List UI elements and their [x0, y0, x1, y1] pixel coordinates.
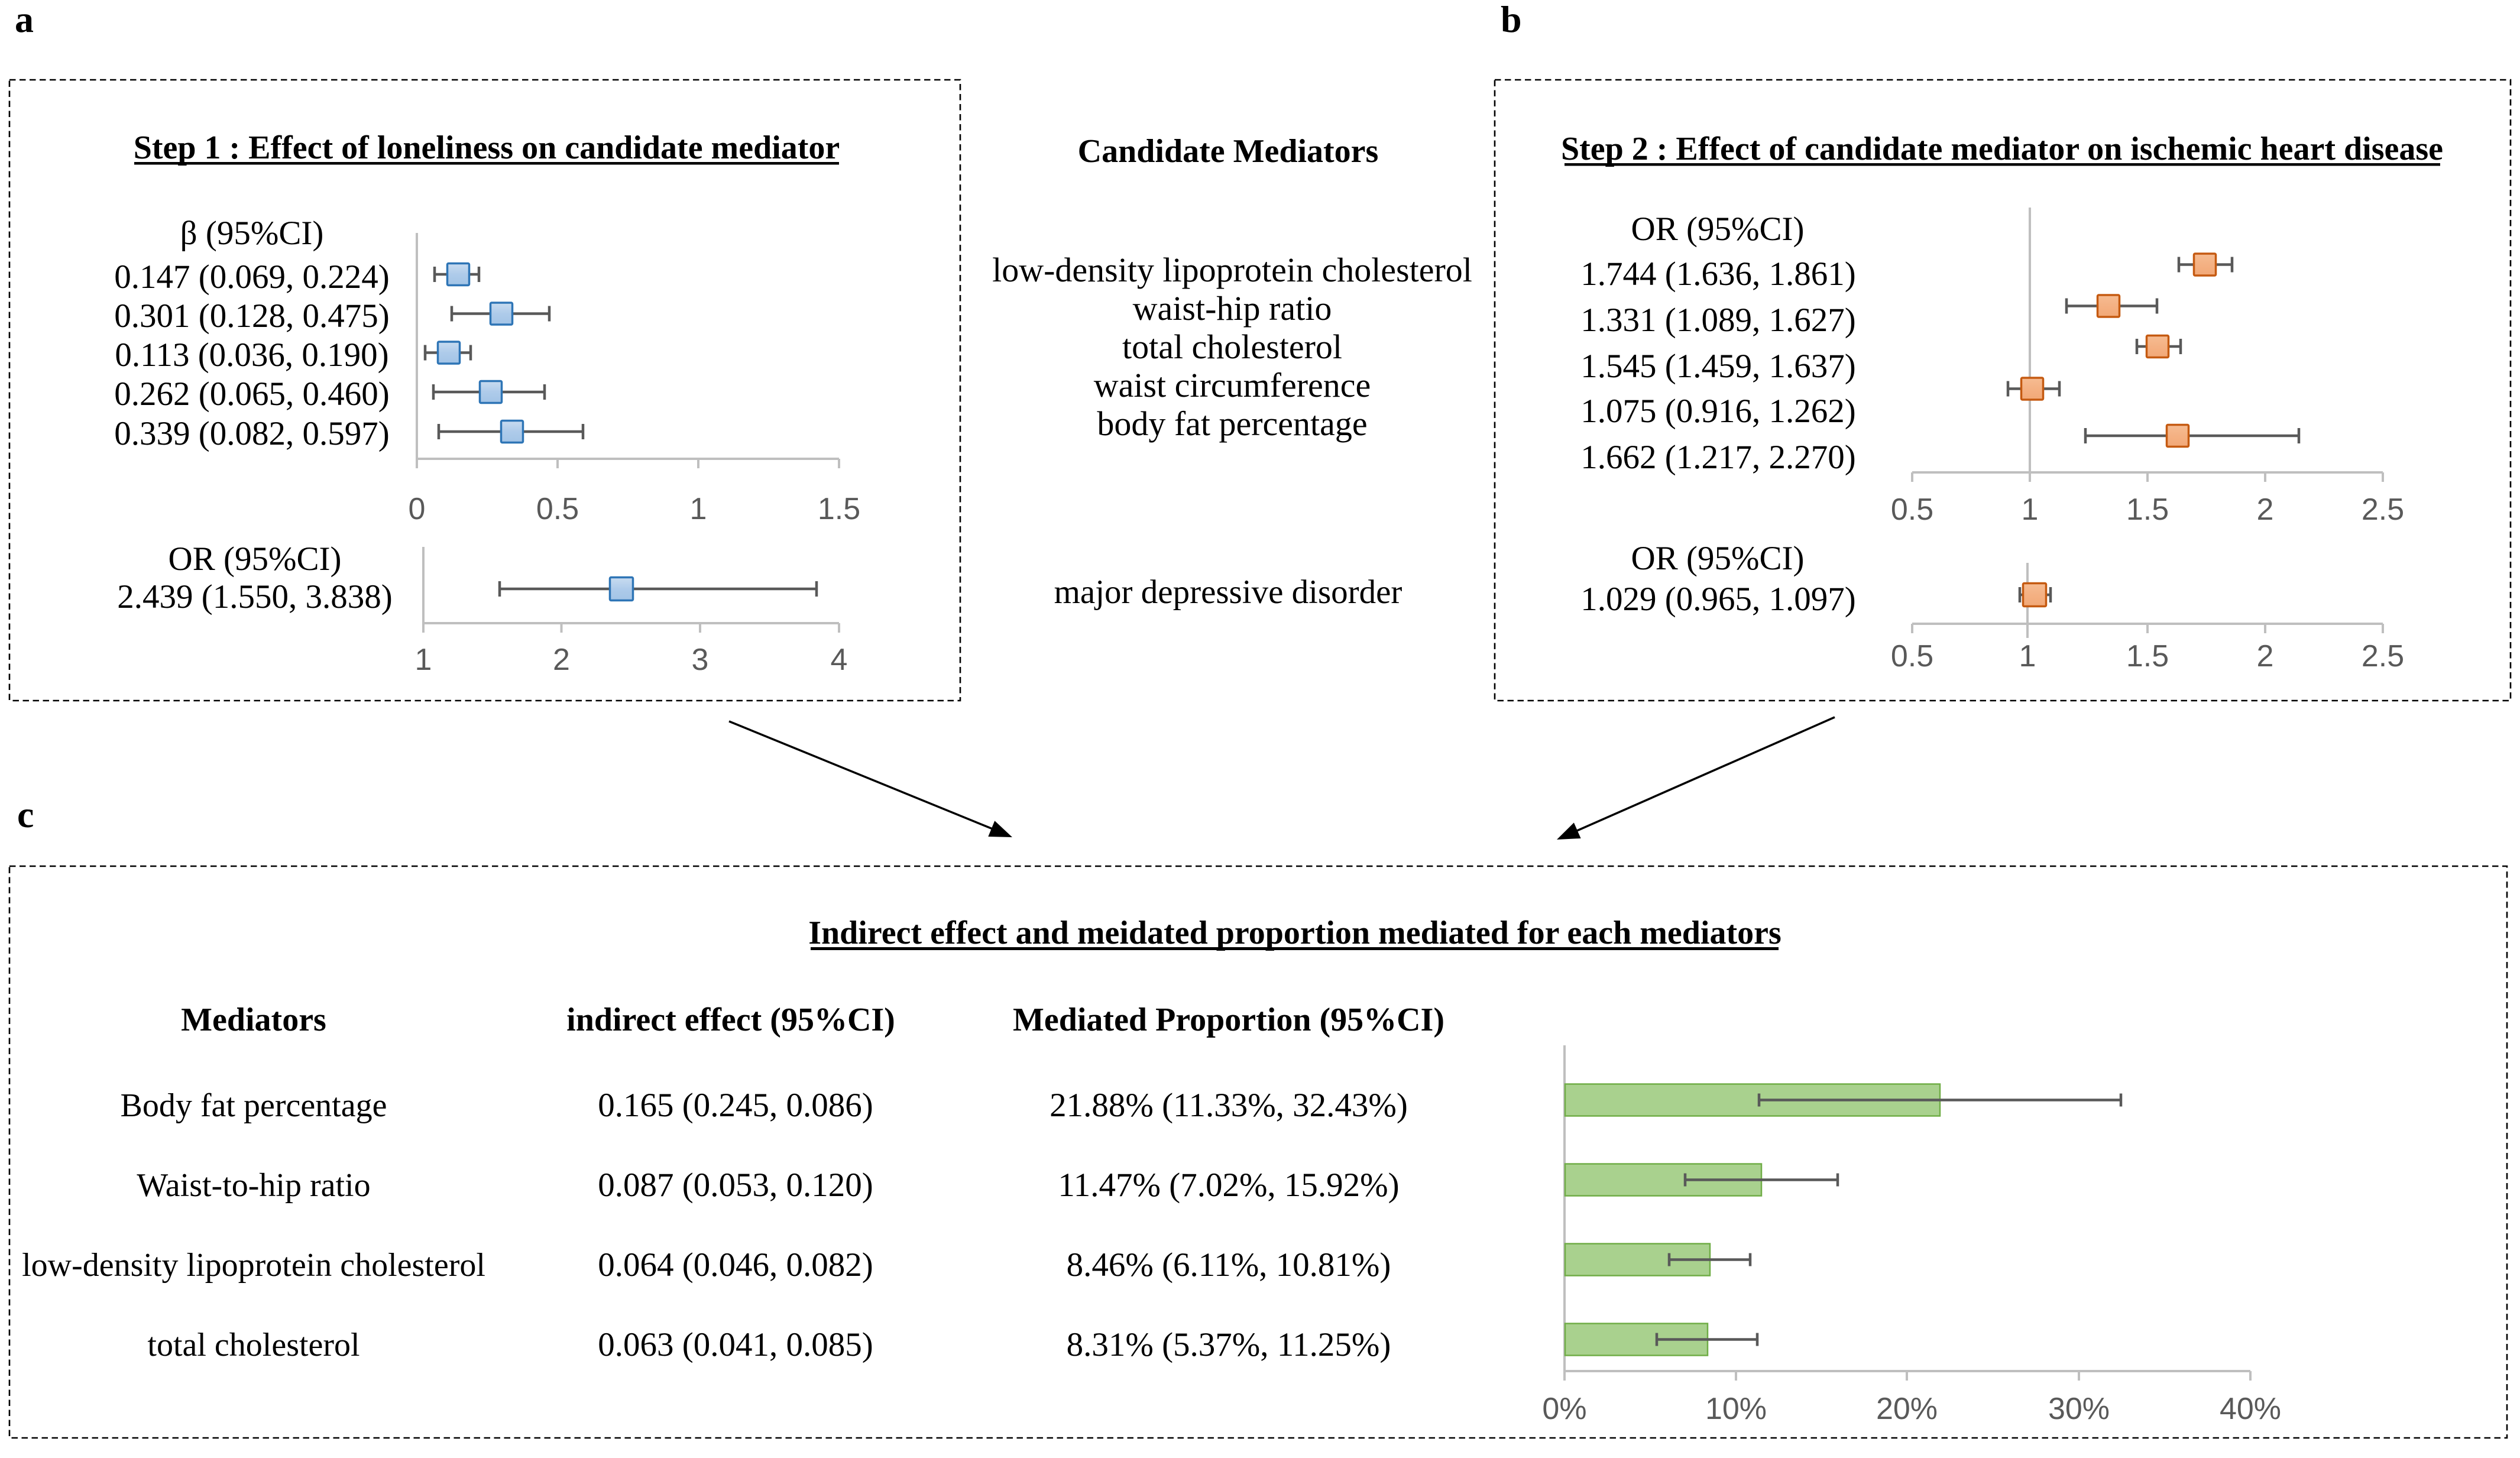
svg-text:Waist-to-hip ratio: Waist-to-hip ratio [137, 1167, 370, 1204]
svg-text:Mediated Proportion (95%CI): Mediated Proportion (95%CI) [1013, 1002, 1444, 1038]
svg-text:2.5: 2.5 [2362, 493, 2404, 527]
svg-text:3: 3 [692, 643, 709, 677]
svg-text:2: 2 [2257, 493, 2274, 527]
svg-text:11.47% (7.02%, 15.92%): 11.47% (7.02%, 15.92%) [1058, 1167, 1399, 1204]
svg-text:0.5: 0.5 [1891, 493, 1933, 527]
svg-text:1.5: 1.5 [818, 492, 860, 526]
svg-text:OR (95%CI): OR (95%CI) [169, 540, 342, 578]
svg-text:low-density lipoprotein choles: low-density lipoprotein cholesterol [22, 1247, 485, 1284]
svg-text:indirect effect (95%CI): indirect effect (95%CI) [566, 1002, 895, 1038]
svg-text:40%: 40% [2220, 1392, 2281, 1426]
svg-text:Body fat percentage: Body fat percentage [121, 1087, 387, 1124]
svg-text:waist-hip ratio: waist-hip ratio [1133, 289, 1332, 328]
svg-text:10%: 10% [1705, 1392, 1767, 1426]
svg-text:1.744 (1.636, 1.861): 1.744 (1.636, 1.861) [1580, 255, 1855, 293]
svg-text:body fat percentage: body fat percentage [1097, 404, 1367, 443]
svg-text:8.31% (5.37%, 11.25%): 8.31% (5.37%, 11.25%) [1067, 1326, 1391, 1363]
svg-text:total cholesterol: total cholesterol [1122, 328, 1342, 366]
svg-text:20%: 20% [1876, 1392, 1938, 1426]
svg-text:1.662 (1.217, 2.270): 1.662 (1.217, 2.270) [1580, 439, 1855, 476]
svg-text:1.075 (0.916, 1.262): 1.075 (0.916, 1.262) [1580, 393, 1855, 430]
svg-text:0.5: 0.5 [1891, 639, 1933, 673]
svg-text:0.339 (0.082, 0.597): 0.339 (0.082, 0.597) [114, 415, 389, 452]
svg-text:c: c [17, 793, 34, 835]
svg-text:Candidate Mediators: Candidate Mediators [1078, 133, 1379, 170]
svg-text:0.5: 0.5 [536, 492, 579, 526]
svg-text:low-density lipoprotein choles: low-density lipoprotein cholesterol [992, 251, 1472, 289]
svg-text:Step 2 : Effect of candidate m: Step 2 : Effect of candidate mediator on… [1561, 131, 2443, 167]
svg-text:OR (95%CI): OR (95%CI) [1631, 540, 1805, 577]
svg-text:OR (95%CI): OR (95%CI) [1631, 210, 1805, 248]
svg-text:Step 1 : Effect of loneliness: Step 1 : Effect of loneliness on candida… [134, 129, 840, 166]
svg-text:0.262 (0.065, 0.460): 0.262 (0.065, 0.460) [114, 375, 389, 413]
svg-text:0.063 (0.041, 0.085): 0.063 (0.041, 0.085) [598, 1326, 873, 1363]
svg-text:4: 4 [831, 643, 848, 677]
svg-text:0.301 (0.128, 0.475): 0.301 (0.128, 0.475) [114, 297, 389, 335]
svg-text:0%: 0% [1542, 1392, 1586, 1426]
svg-text:1.5: 1.5 [2126, 639, 2169, 673]
svg-text:0.113 (0.036, 0.190): 0.113 (0.036, 0.190) [115, 336, 388, 374]
svg-text:a: a [15, 0, 34, 40]
svg-text:1.029 (0.965, 1.097): 1.029 (0.965, 1.097) [1580, 581, 1855, 618]
svg-text:0.147 (0.069, 0.224): 0.147 (0.069, 0.224) [114, 258, 389, 296]
svg-text:major depressive disorder: major depressive disorder [1054, 574, 1402, 611]
svg-text:1: 1 [415, 643, 432, 677]
svg-text:b: b [1501, 0, 1522, 40]
svg-text:1.331 (1.089, 1.627): 1.331 (1.089, 1.627) [1580, 302, 1855, 339]
svg-text:1: 1 [690, 492, 707, 526]
svg-text:0: 0 [409, 492, 426, 526]
svg-text:1: 1 [2019, 639, 2036, 673]
svg-text:2.439 (1.550, 3.838): 2.439 (1.550, 3.838) [117, 578, 392, 615]
svg-text:0.087 (0.053, 0.120): 0.087 (0.053, 0.120) [598, 1167, 873, 1204]
svg-text:8.46% (6.11%, 10.81%): 8.46% (6.11%, 10.81%) [1067, 1246, 1391, 1284]
svg-text:2: 2 [553, 643, 570, 677]
svg-text:waist circumference: waist circumference [1094, 366, 1371, 404]
svg-text:Indirect effect and meidated p: Indirect effect and meidated proportion … [808, 915, 1782, 951]
svg-text:30%: 30% [2048, 1392, 2110, 1426]
svg-text:1.545 (1.459, 1.637): 1.545 (1.459, 1.637) [1580, 348, 1855, 385]
svg-text:Mediators: Mediators [181, 1002, 326, 1038]
svg-text:total cholesterol: total cholesterol [147, 1327, 359, 1363]
svg-text:2: 2 [2257, 639, 2274, 673]
svg-text:21.88% (11.33%, 32.43%): 21.88% (11.33%, 32.43%) [1050, 1087, 1408, 1124]
svg-text:β (95%CI): β (95%CI) [180, 215, 324, 252]
svg-text:1.5: 1.5 [2126, 493, 2169, 527]
svg-text:0.165 (0.245, 0.086): 0.165 (0.245, 0.086) [598, 1087, 873, 1124]
svg-text:2.5: 2.5 [2362, 639, 2404, 673]
svg-text:0.064 (0.046, 0.082): 0.064 (0.046, 0.082) [598, 1246, 873, 1284]
svg-text:1: 1 [2022, 493, 2039, 527]
